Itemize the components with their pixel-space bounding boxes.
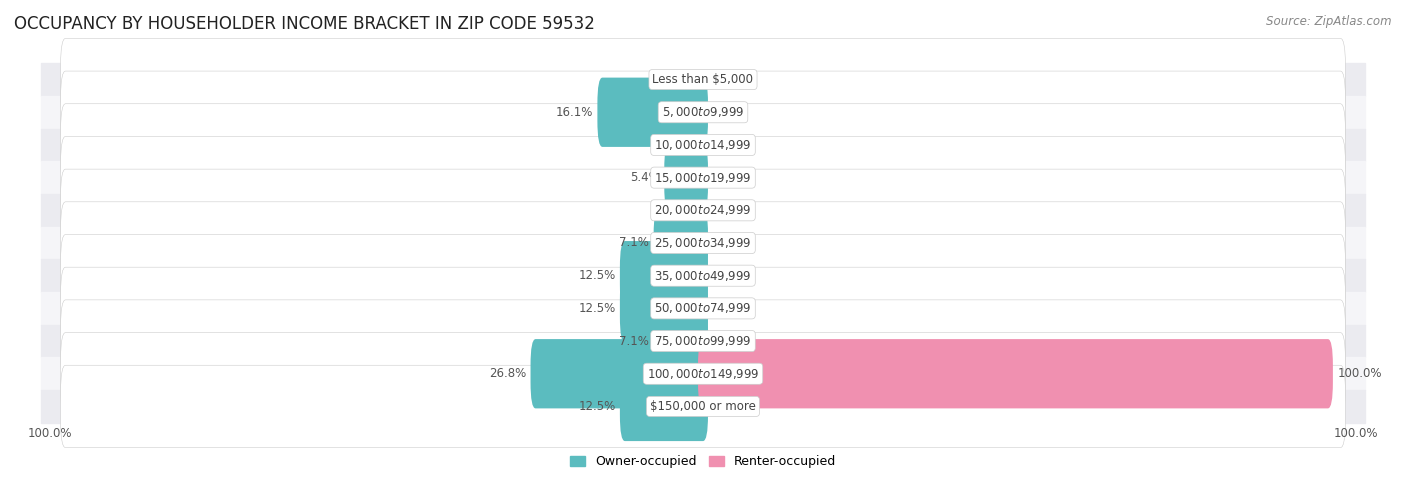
Bar bbox=[41, 292, 1365, 325]
Text: 7.1%: 7.1% bbox=[620, 334, 650, 347]
Text: $5,000 to $9,999: $5,000 to $9,999 bbox=[662, 105, 744, 119]
FancyBboxPatch shape bbox=[697, 339, 1333, 408]
Bar bbox=[41, 161, 1365, 194]
Text: 0.0%: 0.0% bbox=[661, 204, 690, 217]
FancyBboxPatch shape bbox=[60, 137, 1346, 219]
Bar bbox=[41, 260, 1365, 292]
Text: $150,000 or more: $150,000 or more bbox=[650, 400, 756, 413]
Text: 0.0%: 0.0% bbox=[661, 73, 690, 86]
FancyBboxPatch shape bbox=[530, 339, 709, 408]
Text: 12.5%: 12.5% bbox=[578, 400, 616, 413]
Bar bbox=[41, 96, 1365, 129]
Text: 0.0%: 0.0% bbox=[716, 171, 745, 184]
FancyBboxPatch shape bbox=[664, 143, 709, 212]
Text: $25,000 to $34,999: $25,000 to $34,999 bbox=[654, 236, 752, 250]
Text: 0.0%: 0.0% bbox=[716, 400, 745, 413]
Bar bbox=[41, 63, 1365, 96]
Bar bbox=[41, 325, 1365, 357]
Text: Source: ZipAtlas.com: Source: ZipAtlas.com bbox=[1267, 15, 1392, 28]
Text: 0.0%: 0.0% bbox=[716, 237, 745, 249]
FancyBboxPatch shape bbox=[620, 274, 709, 343]
Text: $15,000 to $19,999: $15,000 to $19,999 bbox=[654, 171, 752, 185]
FancyBboxPatch shape bbox=[620, 241, 709, 311]
FancyBboxPatch shape bbox=[60, 104, 1346, 186]
Text: Less than $5,000: Less than $5,000 bbox=[652, 73, 754, 86]
Text: 0.0%: 0.0% bbox=[716, 269, 745, 282]
Text: 100.0%: 100.0% bbox=[1333, 427, 1378, 440]
Text: 26.8%: 26.8% bbox=[489, 367, 526, 380]
Bar bbox=[41, 226, 1365, 260]
Text: $50,000 to $74,999: $50,000 to $74,999 bbox=[654, 301, 752, 315]
FancyBboxPatch shape bbox=[598, 78, 709, 147]
Text: 0.0%: 0.0% bbox=[716, 302, 745, 315]
FancyBboxPatch shape bbox=[60, 71, 1346, 154]
Text: 100.0%: 100.0% bbox=[28, 427, 73, 440]
Text: 0.0%: 0.0% bbox=[716, 106, 745, 119]
Legend: Owner-occupied, Renter-occupied: Owner-occupied, Renter-occupied bbox=[565, 450, 841, 473]
Text: 5.4%: 5.4% bbox=[630, 171, 659, 184]
FancyBboxPatch shape bbox=[60, 202, 1346, 284]
Bar bbox=[41, 194, 1365, 226]
Text: OCCUPANCY BY HOUSEHOLDER INCOME BRACKET IN ZIP CODE 59532: OCCUPANCY BY HOUSEHOLDER INCOME BRACKET … bbox=[14, 15, 595, 33]
FancyBboxPatch shape bbox=[60, 332, 1346, 415]
FancyBboxPatch shape bbox=[60, 267, 1346, 349]
Text: 12.5%: 12.5% bbox=[578, 269, 616, 282]
Text: $10,000 to $14,999: $10,000 to $14,999 bbox=[654, 138, 752, 152]
Text: $75,000 to $99,999: $75,000 to $99,999 bbox=[654, 334, 752, 348]
Text: $100,000 to $149,999: $100,000 to $149,999 bbox=[647, 367, 759, 381]
Text: 100.0%: 100.0% bbox=[1337, 367, 1382, 380]
FancyBboxPatch shape bbox=[60, 169, 1346, 251]
Text: $20,000 to $24,999: $20,000 to $24,999 bbox=[654, 203, 752, 217]
FancyBboxPatch shape bbox=[60, 235, 1346, 317]
Text: 0.0%: 0.0% bbox=[716, 139, 745, 152]
FancyBboxPatch shape bbox=[654, 208, 709, 278]
Text: 0.0%: 0.0% bbox=[716, 73, 745, 86]
FancyBboxPatch shape bbox=[60, 38, 1346, 121]
FancyBboxPatch shape bbox=[620, 372, 709, 441]
Text: $35,000 to $49,999: $35,000 to $49,999 bbox=[654, 269, 752, 283]
FancyBboxPatch shape bbox=[60, 365, 1346, 448]
FancyBboxPatch shape bbox=[60, 300, 1346, 382]
Bar bbox=[41, 129, 1365, 161]
Bar bbox=[41, 357, 1365, 390]
Text: 0.0%: 0.0% bbox=[661, 139, 690, 152]
Text: 0.0%: 0.0% bbox=[716, 204, 745, 217]
FancyBboxPatch shape bbox=[654, 306, 709, 376]
Text: 12.5%: 12.5% bbox=[578, 302, 616, 315]
Text: 16.1%: 16.1% bbox=[555, 106, 593, 119]
Text: 7.1%: 7.1% bbox=[620, 237, 650, 249]
Bar bbox=[41, 390, 1365, 423]
Text: 0.0%: 0.0% bbox=[716, 334, 745, 347]
